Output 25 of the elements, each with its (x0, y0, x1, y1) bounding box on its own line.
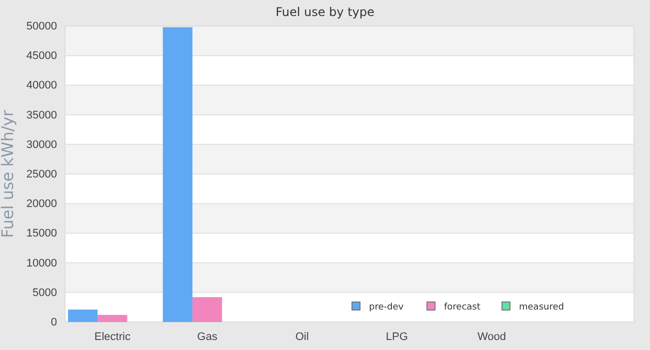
x-tick-label: Oil (295, 330, 309, 343)
bar (162, 27, 192, 322)
y-tick-label: 15000 (26, 228, 57, 240)
y-tick-label: 50000 (26, 20, 57, 33)
y-tick-label: 30000 (26, 138, 57, 151)
x-tick-label: Electric (94, 330, 131, 343)
x-tick-label: Wood (477, 330, 506, 343)
bar (68, 310, 98, 322)
legend-label: pre-dev (369, 302, 404, 312)
x-tick-label: LPG (386, 330, 408, 343)
bar (192, 297, 222, 322)
y-tick-label: 45000 (26, 50, 57, 62)
y-tick-label: 40000 (26, 80, 57, 92)
y-tick-label: 35000 (26, 109, 57, 122)
legend-label: measured (519, 302, 564, 312)
y-tick-label: 10000 (26, 257, 57, 270)
x-tick-label: Gas (197, 330, 218, 343)
y-tick-label: 0 (50, 316, 57, 329)
legend-label: forecast (444, 302, 481, 312)
bar (98, 314, 128, 322)
chart-title: Fuel use by type (276, 5, 374, 19)
y-axis-title: Fuel use kWh/yr (0, 110, 17, 238)
y-tick-label: 20000 (26, 198, 57, 210)
y-tick-label: 5000 (32, 286, 57, 299)
y-tick-label: 25000 (26, 168, 57, 181)
